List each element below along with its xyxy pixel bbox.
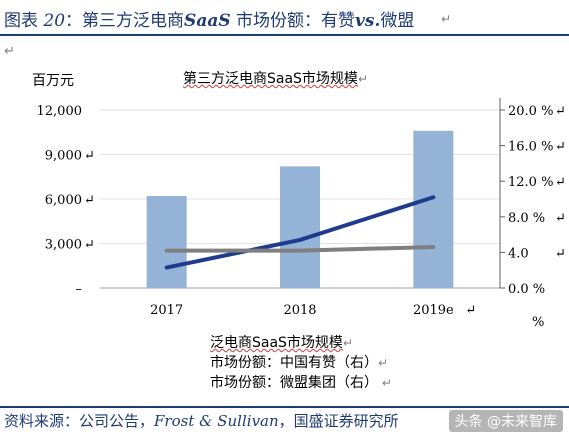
top-rule bbox=[0, 34, 569, 36]
y-axis-right: 0.0 %4.0 ↵8.0 % ↵12.0 % ↵16.0 % ↵20.0 % ↵% bbox=[499, 98, 566, 330]
paragraph-mark: ↵ bbox=[555, 246, 566, 261]
paragraph-mark: ↵ bbox=[555, 175, 566, 190]
y-right-tick-label: 20.0 % bbox=[508, 104, 553, 119]
y-left-tick-label: 3,000 bbox=[45, 238, 82, 253]
x-tick-label: 2017 bbox=[150, 303, 183, 318]
bar bbox=[146, 196, 187, 288]
figure-title-part2: 市场份额：有赞 bbox=[230, 11, 356, 31]
source-rule bbox=[0, 406, 569, 408]
x-tick-label: 2018 bbox=[283, 303, 316, 318]
paragraph-mark: ↵ bbox=[84, 193, 95, 208]
figure-title: 图表 20：第三方泛电商SaaS 市场份额：有赞vs.微盟 bbox=[4, 6, 414, 31]
figure-title-italic2: vs. bbox=[355, 11, 381, 31]
source-suffix: ，国盛证券研究所 bbox=[278, 412, 399, 430]
paragraph-mark: ↵ bbox=[465, 303, 476, 318]
legend-item-weimeng: 市场份额：微盟集团（右） ↵ bbox=[210, 375, 392, 391]
figure-label-number: 20 bbox=[43, 11, 66, 31]
figure-label-colon: ： bbox=[65, 11, 83, 31]
y-right-tick-label: 0.0 % bbox=[508, 282, 545, 297]
y-right-tick-label: 12.0 % bbox=[508, 175, 553, 190]
y-left-tick-label: 9,000 bbox=[45, 149, 82, 164]
return-arrow-icon: ↵ bbox=[4, 44, 15, 59]
paragraph-mark: ↵ bbox=[84, 238, 95, 253]
y-left-tick-label: 12,000 bbox=[37, 104, 83, 119]
legend-label-weimeng: 市场份额：微盟集团（右） bbox=[210, 375, 378, 391]
x-tick-label: 2019e bbox=[413, 303, 454, 318]
figure-title-italic: SaaS bbox=[184, 11, 231, 31]
source-italic: Frost & Sullivan bbox=[154, 412, 279, 430]
chart-title-text: 第三方泛电商SaaS市场规模 bbox=[183, 71, 358, 87]
bar bbox=[280, 166, 320, 288]
y-right-extra-label: % bbox=[532, 315, 544, 330]
source-prefix: 资料来源：公司公告， bbox=[4, 412, 155, 430]
legend: 泛电商SaaS市场规模↵ 市场份额：中国有赞（右）↵ 市场份额：微盟集团（右） … bbox=[210, 333, 392, 393]
chart-title: 第三方泛电商SaaS市场规模↵ bbox=[183, 71, 368, 87]
bars bbox=[146, 130, 454, 288]
y-right-tick-label: 4.0 bbox=[508, 246, 529, 261]
legend-label-bar: 泛电商SaaS市场规模 bbox=[210, 335, 343, 351]
legend-label-youzan: 市场份额：中国有赞（右） bbox=[210, 355, 378, 371]
x-axis: 2017 2018 2019e ↵ bbox=[150, 303, 476, 318]
legend-item-youzan: 市场份额：中国有赞（右）↵ bbox=[210, 355, 389, 371]
y-left-tick-label: 6,000 bbox=[45, 193, 82, 208]
y-right-tick-label: 16.0 % bbox=[508, 140, 553, 155]
figure-title-part1: 第三方泛电商 bbox=[82, 11, 185, 31]
watermark: 头条 @未来智库 bbox=[448, 410, 563, 432]
line-youzan bbox=[164, 195, 436, 270]
paragraph-mark: ↵ bbox=[555, 211, 566, 226]
line-weimeng bbox=[164, 245, 436, 253]
bar bbox=[413, 130, 454, 288]
source-note: 资料来源：公司公告，Frost & Sullivan，国盛证券研究所 bbox=[4, 410, 399, 431]
figure-title-part3: 微盟 bbox=[380, 11, 415, 31]
paragraph-mark: ↵ bbox=[441, 12, 452, 26]
legend-item-bar: 泛电商SaaS市场规模↵ bbox=[210, 335, 353, 351]
unit-label: 百万元 bbox=[32, 73, 74, 89]
y-right-tick-label: 8.0 % bbox=[508, 211, 545, 226]
figure-label-prefix: 图表 bbox=[4, 11, 38, 31]
paragraph-mark: ↵ bbox=[555, 140, 566, 155]
y-left-tick-label: – bbox=[76, 282, 83, 297]
lines bbox=[164, 195, 436, 270]
paragraph-mark: ↵ bbox=[84, 149, 95, 164]
paragraph-mark: ↵ bbox=[555, 104, 566, 119]
y-axis-left: –3,000 ↵6,000 ↵9,000 ↵12,000 bbox=[37, 104, 95, 297]
